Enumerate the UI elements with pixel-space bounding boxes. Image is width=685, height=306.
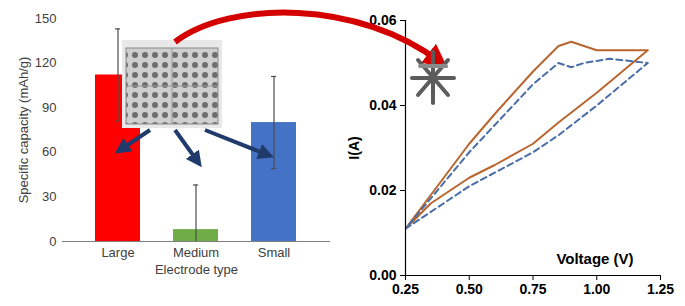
svg-text:150: 150 [35,11,57,26]
svg-text:0: 0 [49,234,56,249]
svg-text:0.75: 0.75 [519,281,546,297]
svg-text:Electrode type: Electrode type [155,262,238,277]
svg-text:1.00: 1.00 [583,281,610,297]
svg-text:90: 90 [42,100,56,115]
svg-text:I(A): I(A) [346,136,362,159]
svg-text:0.25: 0.25 [392,281,419,297]
svg-text:0.00: 0.00 [369,267,397,283]
svg-text:30: 30 [42,189,56,204]
svg-text:0.02: 0.02 [369,182,396,198]
svg-text:0.50: 0.50 [456,281,483,297]
svg-text:0.04: 0.04 [369,97,396,113]
svg-text:Small: Small [258,245,291,260]
svg-text:Large: Large [101,245,134,260]
svg-text:0.06: 0.06 [369,12,396,28]
svg-text:Medium: Medium [173,245,219,260]
svg-text:60: 60 [42,144,56,159]
svg-text:Specific capacity (mAh/g): Specific capacity (mAh/g) [16,57,31,204]
svg-text:120: 120 [35,55,57,70]
svg-text:Voltage (V): Voltage (V) [556,250,633,267]
svg-text:1.25: 1.25 [647,281,674,297]
